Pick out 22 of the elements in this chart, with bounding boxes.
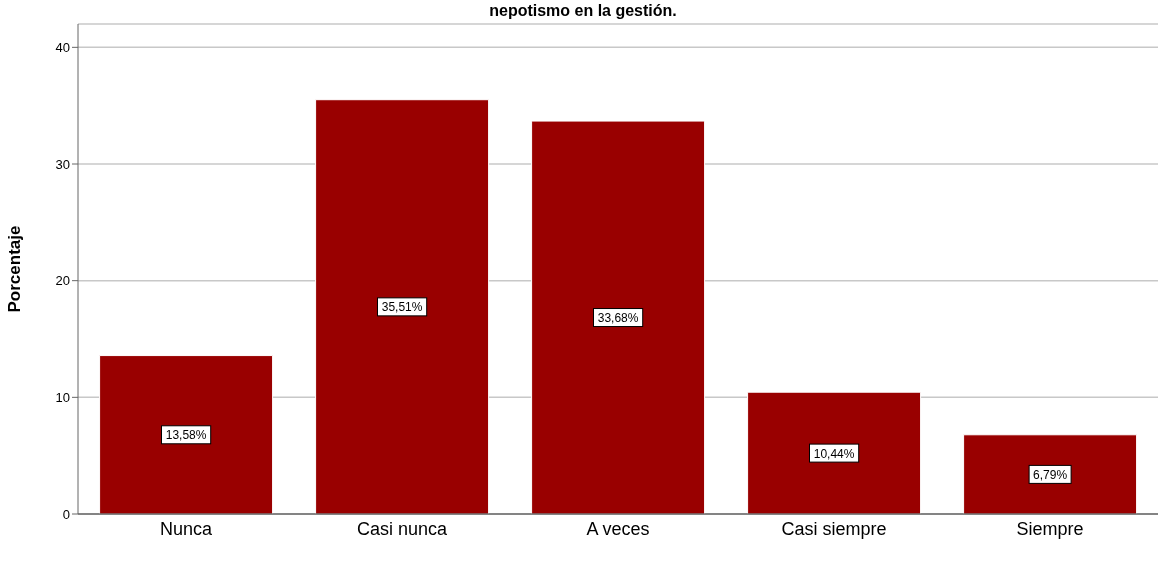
bar	[531, 120, 706, 514]
y-tick-label: 20	[55, 273, 70, 289]
bar	[963, 434, 1138, 514]
bar	[747, 391, 922, 514]
data-label: 6,79%	[1033, 467, 1068, 482]
data-label: 35,51%	[381, 300, 423, 315]
data-label: 33,68%	[597, 311, 639, 326]
x-tick-label: A veces	[586, 518, 650, 539]
x-tick-label: Nunca	[159, 518, 213, 539]
x-tick-label: Siempre	[1016, 518, 1084, 539]
y-tick-label: 40	[55, 39, 70, 55]
chart-title: nepotismo en la gestión.	[488, 2, 678, 20]
bar	[315, 99, 490, 514]
y-tick-label: 10	[55, 389, 70, 405]
y-axis-title: Porcentaje	[5, 225, 25, 313]
data-label: 13,58%	[165, 428, 207, 443]
y-tick-label: 0	[62, 506, 70, 522]
x-tick-label: Casi siempre	[781, 518, 887, 539]
data-label: 10,44%	[813, 446, 855, 461]
x-tick-label: Casi nunca	[356, 518, 449, 539]
bar	[99, 355, 274, 514]
y-tick-label: 30	[55, 156, 70, 172]
